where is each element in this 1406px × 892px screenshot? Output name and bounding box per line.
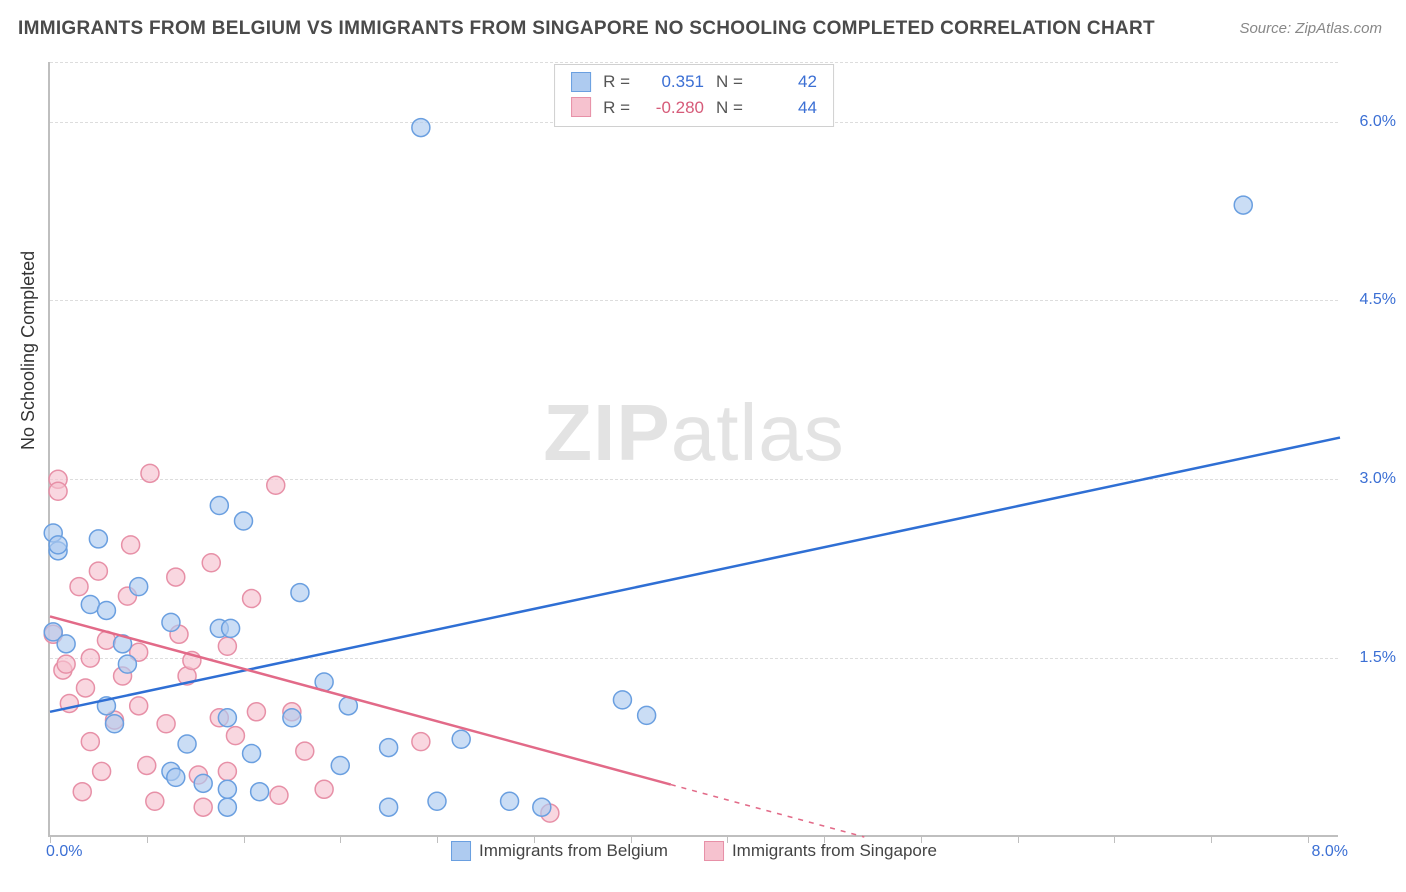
legend-label-singapore: Immigrants from Singapore bbox=[732, 841, 937, 861]
data-point-belgium bbox=[235, 512, 253, 530]
n-label-singapore: N = bbox=[716, 95, 743, 121]
legend-item-belgium: Immigrants from Belgium bbox=[451, 841, 668, 861]
data-point-belgium bbox=[194, 774, 212, 792]
r-value-singapore: -0.280 bbox=[642, 95, 704, 121]
legend-item-singapore: Immigrants from Singapore bbox=[704, 841, 937, 861]
data-point-belgium bbox=[167, 768, 185, 786]
data-point-singapore bbox=[226, 727, 244, 745]
data-point-singapore bbox=[76, 679, 94, 697]
plot-area: ZIPatlas 1.5%3.0%4.5%6.0% 0.0% 8.0% R = … bbox=[48, 62, 1338, 837]
data-point-belgium bbox=[210, 497, 228, 515]
data-point-singapore bbox=[93, 762, 111, 780]
data-point-belgium bbox=[452, 730, 470, 748]
data-point-singapore bbox=[122, 536, 140, 554]
data-point-belgium bbox=[97, 601, 115, 619]
data-point-belgium bbox=[218, 798, 236, 816]
data-point-belgium bbox=[331, 756, 349, 774]
data-point-singapore bbox=[218, 637, 236, 655]
data-point-belgium bbox=[380, 739, 398, 757]
data-point-belgium bbox=[178, 735, 196, 753]
data-point-belgium bbox=[638, 706, 656, 724]
data-point-singapore bbox=[157, 715, 175, 733]
data-point-belgium bbox=[106, 715, 124, 733]
data-point-singapore bbox=[267, 476, 285, 494]
data-point-singapore bbox=[138, 756, 156, 774]
data-point-belgium bbox=[1234, 196, 1252, 214]
stats-row-singapore: R = -0.280 N = 44 bbox=[571, 95, 817, 121]
data-point-belgium bbox=[428, 792, 446, 810]
data-point-belgium bbox=[89, 530, 107, 548]
data-point-singapore bbox=[412, 733, 430, 751]
data-point-singapore bbox=[130, 697, 148, 715]
regression-line-dashed-singapore bbox=[671, 785, 865, 837]
data-point-singapore bbox=[141, 464, 159, 482]
data-point-singapore bbox=[315, 780, 333, 798]
data-point-belgium bbox=[291, 584, 309, 602]
y-tick-label: 4.5% bbox=[1360, 291, 1396, 309]
data-point-belgium bbox=[118, 655, 136, 673]
stats-row-belgium: R = 0.351 N = 42 bbox=[571, 69, 817, 95]
n-label-belgium: N = bbox=[716, 69, 743, 95]
data-point-belgium bbox=[218, 709, 236, 727]
data-point-singapore bbox=[70, 578, 88, 596]
data-point-singapore bbox=[146, 792, 164, 810]
data-point-belgium bbox=[130, 578, 148, 596]
legend-swatch-belgium bbox=[451, 841, 471, 861]
data-point-singapore bbox=[81, 733, 99, 751]
data-point-belgium bbox=[49, 536, 67, 554]
data-point-singapore bbox=[81, 649, 99, 667]
swatch-belgium bbox=[571, 72, 591, 92]
data-point-belgium bbox=[81, 596, 99, 614]
data-point-belgium bbox=[533, 798, 551, 816]
data-point-singapore bbox=[202, 554, 220, 572]
data-point-singapore bbox=[243, 590, 261, 608]
data-point-belgium bbox=[57, 635, 75, 653]
chart-title: IMMIGRANTS FROM BELGIUM VS IMMIGRANTS FR… bbox=[18, 18, 1155, 40]
legend-label-belgium: Immigrants from Belgium bbox=[479, 841, 668, 861]
data-point-singapore bbox=[296, 742, 314, 760]
data-point-singapore bbox=[167, 568, 185, 586]
data-point-belgium bbox=[162, 613, 180, 631]
y-tick-label: 6.0% bbox=[1360, 113, 1396, 131]
legend-swatch-singapore bbox=[704, 841, 724, 861]
y-tick-label: 1.5% bbox=[1360, 649, 1396, 667]
data-point-belgium bbox=[222, 619, 240, 637]
r-value-belgium: 0.351 bbox=[642, 69, 704, 95]
chart-svg bbox=[50, 62, 1338, 835]
n-value-belgium: 42 bbox=[755, 69, 817, 95]
data-point-singapore bbox=[218, 762, 236, 780]
stats-legend-box: R = 0.351 N = 42 R = -0.280 N = 44 bbox=[554, 64, 834, 127]
n-value-singapore: 44 bbox=[755, 95, 817, 121]
data-point-belgium bbox=[501, 792, 519, 810]
regression-line-belgium bbox=[50, 438, 1340, 712]
data-point-singapore bbox=[270, 786, 288, 804]
y-tick-label: 3.0% bbox=[1360, 470, 1396, 488]
data-point-singapore bbox=[194, 798, 212, 816]
data-point-singapore bbox=[73, 783, 91, 801]
data-point-singapore bbox=[89, 562, 107, 580]
data-point-belgium bbox=[243, 745, 261, 763]
x-axis-max-label: 8.0% bbox=[1312, 843, 1348, 861]
data-point-singapore bbox=[57, 655, 75, 673]
data-point-belgium bbox=[251, 783, 269, 801]
legend-bottom: Immigrants from Belgium Immigrants from … bbox=[451, 841, 937, 861]
x-axis-min-label: 0.0% bbox=[46, 843, 82, 861]
source-attribution: Source: ZipAtlas.com bbox=[1239, 20, 1382, 37]
swatch-singapore bbox=[571, 97, 591, 117]
data-point-belgium bbox=[380, 798, 398, 816]
data-point-belgium bbox=[412, 119, 430, 137]
r-label-singapore: R = bbox=[603, 95, 630, 121]
data-point-singapore bbox=[247, 703, 265, 721]
r-label-belgium: R = bbox=[603, 69, 630, 95]
data-point-belgium bbox=[613, 691, 631, 709]
y-axis-label: No Schooling Completed bbox=[18, 251, 39, 450]
data-point-belgium bbox=[218, 780, 236, 798]
data-point-belgium bbox=[283, 709, 301, 727]
data-point-singapore bbox=[49, 482, 67, 500]
